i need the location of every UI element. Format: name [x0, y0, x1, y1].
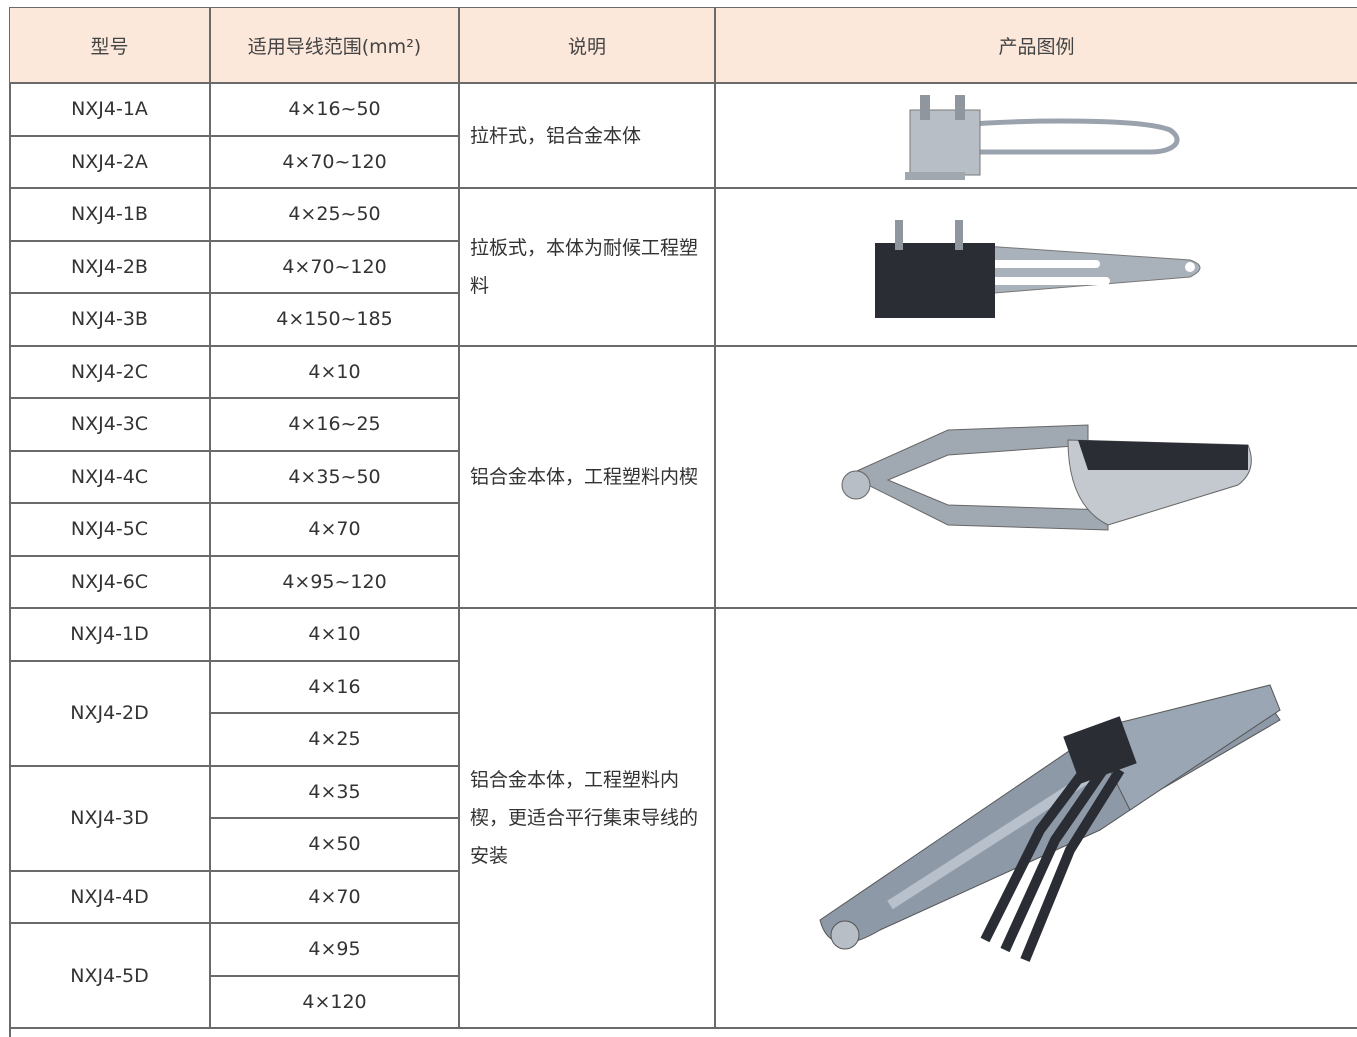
- model-cell: NXJ4-2D: [10, 661, 211, 767]
- image-cell: [716, 347, 1357, 609]
- model-cell: NXJ4-3C: [10, 399, 211, 452]
- model-cell: NXJ4-6C: [10, 556, 211, 609]
- model-cell: NXJ4-2B: [10, 241, 211, 294]
- model-cell: NXJ4-5D: [10, 924, 211, 1029]
- description-cell: 拉杆式，铝合金本体: [460, 84, 716, 189]
- header-cell: 说明: [460, 8, 716, 84]
- image-cell: [716, 609, 1357, 1029]
- range-cell: 4×35~50: [211, 451, 460, 504]
- model-cell: NXJ4-1B: [10, 189, 211, 242]
- clamp-c-image: [841, 424, 1252, 531]
- range-cell: 4×150~185: [211, 294, 460, 347]
- range-cell: 4×35: [211, 766, 460, 819]
- clamp-d-image: [819, 684, 1281, 962]
- model-cell: NXJ4-2A: [10, 136, 211, 189]
- range-cell: 4×10: [211, 609, 460, 662]
- range-cell: 4×70~120: [211, 136, 460, 189]
- range-cell: 4×10: [211, 346, 460, 399]
- description-cell: 铝合金本体，工程塑料内楔: [460, 346, 716, 609]
- range-cell: 4×70~120: [211, 241, 460, 294]
- range-cell: 4×16: [211, 661, 460, 714]
- header-cell: 适用导线范围(mm²): [211, 8, 460, 84]
- image-cell: [716, 189, 1357, 347]
- model-cell: NXJ4-2C: [10, 346, 211, 399]
- range-cell: 4×70: [211, 871, 460, 924]
- clamp-a-image: [905, 95, 1180, 180]
- range-cell: 4×50: [211, 819, 460, 872]
- model-cell: NXJ4-1D: [10, 609, 211, 662]
- range-cell: 4×25: [211, 714, 460, 767]
- range-cell: 4×70: [211, 504, 460, 557]
- range-cell: 4×120: [211, 976, 460, 1029]
- description-cell: 拉板式，本体为耐候工程塑料: [460, 189, 716, 347]
- range-cell: 4×25~50: [211, 189, 460, 242]
- image-cell: [716, 84, 1357, 189]
- model-cell: NXJ4-4C: [10, 451, 211, 504]
- description-cell: 铝合金本体，工程塑料内楔，更适合平行集束导线的安装: [460, 609, 716, 1029]
- header-cell: 型号: [10, 8, 211, 84]
- model-cell: NXJ4-5C: [10, 504, 211, 557]
- range-cell: 4×16~25: [211, 399, 460, 452]
- range-cell: 4×16~50: [211, 84, 460, 137]
- model-cell: NXJ4-3D: [10, 766, 211, 872]
- model-cell: NXJ4-4D: [10, 871, 211, 924]
- clamp-b-image: [875, 220, 1201, 318]
- range-cell: 4×95: [211, 924, 460, 977]
- model-cell: NXJ4-1A: [10, 84, 211, 137]
- model-cell: NXJ4-3B: [10, 294, 211, 347]
- header-cell: 产品图例: [716, 8, 1357, 84]
- range-cell: 4×95~120: [211, 556, 460, 609]
